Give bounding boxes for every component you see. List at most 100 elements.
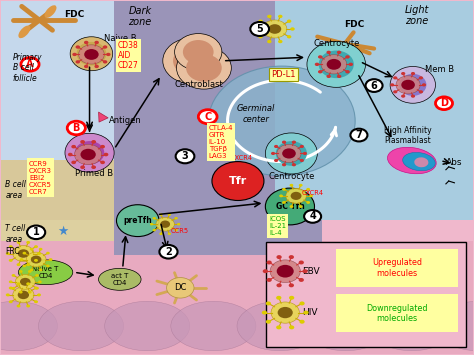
Circle shape [6, 252, 10, 255]
Circle shape [174, 217, 178, 219]
Text: CD38
AID
CD27: CD38 AID CD27 [118, 40, 139, 70]
Ellipse shape [174, 34, 222, 70]
Circle shape [422, 83, 426, 86]
Circle shape [159, 213, 163, 216]
Circle shape [292, 141, 296, 144]
Circle shape [17, 305, 20, 307]
Circle shape [94, 65, 99, 68]
Circle shape [390, 83, 394, 86]
Ellipse shape [163, 38, 221, 84]
Text: 2: 2 [165, 247, 172, 257]
Ellipse shape [18, 26, 30, 38]
Ellipse shape [99, 268, 141, 290]
Circle shape [345, 55, 350, 59]
Circle shape [84, 65, 89, 68]
Circle shape [150, 223, 154, 225]
Circle shape [20, 258, 23, 261]
Circle shape [419, 76, 423, 80]
Circle shape [265, 188, 315, 225]
Ellipse shape [399, 74, 427, 96]
Text: 5: 5 [256, 24, 263, 34]
Text: Naive T
CD4: Naive T CD4 [32, 266, 59, 279]
Circle shape [315, 63, 319, 66]
Circle shape [365, 79, 383, 92]
Ellipse shape [186, 54, 222, 82]
Circle shape [276, 255, 282, 259]
Text: Centroblast: Centroblast [175, 80, 224, 89]
Circle shape [103, 60, 107, 64]
Circle shape [34, 245, 38, 248]
Circle shape [282, 148, 296, 159]
Circle shape [34, 300, 38, 303]
Circle shape [290, 205, 293, 208]
Circle shape [174, 229, 178, 231]
Text: 6: 6 [371, 81, 377, 91]
FancyArrowPatch shape [99, 112, 108, 122]
Text: CTLA-4
GITR
IL-10
TGFβ
LAG3: CTLA-4 GITR IL-10 TGFβ LAG3 [209, 125, 233, 159]
Circle shape [198, 110, 217, 124]
Circle shape [276, 283, 282, 287]
Text: D: D [440, 98, 448, 108]
Circle shape [168, 233, 171, 235]
Text: High Affinity
Plasmablast: High Affinity Plasmablast [384, 126, 432, 146]
Circle shape [286, 188, 306, 203]
Ellipse shape [436, 301, 474, 351]
Bar [0, 241, 474, 354]
Circle shape [255, 27, 259, 31]
Circle shape [271, 152, 275, 155]
Circle shape [35, 287, 39, 290]
Circle shape [337, 51, 341, 54]
Circle shape [38, 280, 42, 283]
Text: B: B [73, 123, 80, 133]
Circle shape [302, 269, 308, 273]
Ellipse shape [388, 147, 436, 174]
Circle shape [18, 291, 29, 299]
Text: 7: 7 [356, 130, 362, 140]
Circle shape [26, 252, 46, 267]
Circle shape [17, 241, 20, 244]
Text: ★: ★ [57, 225, 69, 238]
Text: 4: 4 [309, 211, 316, 222]
Text: B cell
area: B cell area [5, 180, 26, 200]
Circle shape [6, 294, 10, 296]
Circle shape [46, 264, 50, 267]
Circle shape [160, 220, 170, 228]
Circle shape [17, 263, 20, 266]
Circle shape [266, 301, 271, 305]
Ellipse shape [403, 152, 435, 171]
Circle shape [37, 252, 41, 255]
Circle shape [12, 274, 15, 277]
Text: Dark
zone: Dark zone [128, 6, 152, 27]
Circle shape [75, 45, 80, 49]
Circle shape [106, 53, 110, 56]
Text: Tfr: Tfr [229, 176, 247, 186]
Circle shape [290, 184, 293, 187]
Text: FDC: FDC [344, 20, 365, 29]
Text: Centrocyte: Centrocyte [268, 171, 315, 181]
Circle shape [80, 140, 85, 143]
Circle shape [84, 49, 99, 60]
Circle shape [306, 201, 310, 204]
Circle shape [79, 45, 104, 64]
Circle shape [274, 159, 278, 162]
Circle shape [393, 76, 397, 80]
Circle shape [84, 41, 89, 44]
Circle shape [436, 97, 453, 110]
Ellipse shape [166, 278, 194, 298]
Circle shape [28, 291, 32, 294]
Circle shape [21, 58, 39, 71]
Bar [0, 220, 128, 255]
Ellipse shape [414, 157, 428, 167]
Circle shape [81, 149, 96, 160]
Circle shape [17, 282, 20, 285]
Circle shape [26, 241, 30, 244]
Circle shape [300, 301, 305, 305]
Circle shape [289, 296, 294, 300]
Text: CXCR4: CXCR4 [231, 155, 253, 161]
Ellipse shape [183, 40, 214, 64]
Text: CCR9
CXCR3
EBI2
CXCR5
CCR7: CCR9 CXCR3 EBI2 CXCR5 CCR7 [29, 160, 52, 195]
Circle shape [9, 300, 13, 303]
Text: Primary
B cell
follicle: Primary B cell follicle [12, 53, 42, 83]
Bar [266, 242, 466, 347]
Circle shape [282, 201, 286, 204]
